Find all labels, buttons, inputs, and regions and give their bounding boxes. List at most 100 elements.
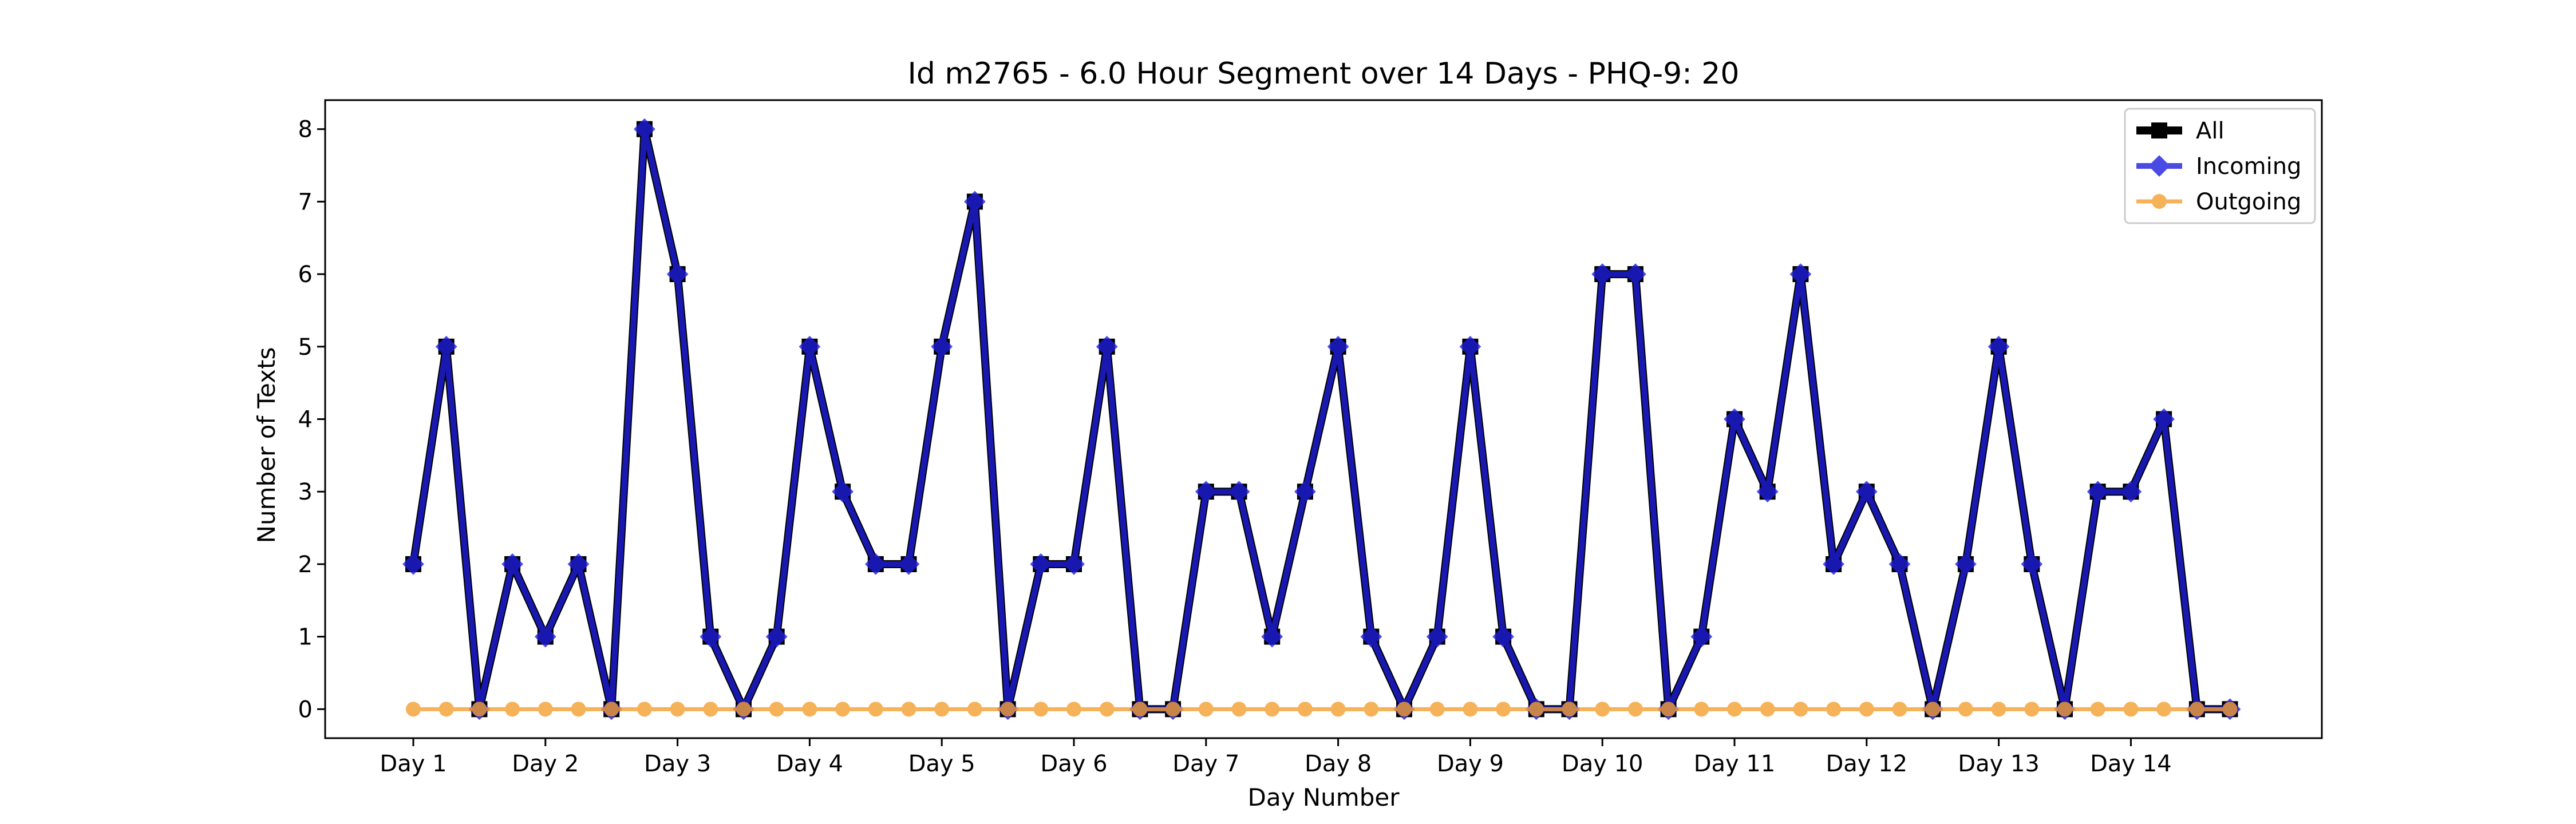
data-point-incoming [1195, 481, 1217, 503]
data-point-outgoing [2057, 702, 2072, 717]
data-point-incoming [1030, 553, 1052, 575]
data-point-incoming [799, 335, 821, 358]
data-point-outgoing [505, 702, 520, 717]
x-tick-label: Day 6 [1040, 751, 1107, 777]
data-point-outgoing [1033, 702, 1049, 717]
x-axis-label: Day Number [1247, 783, 1400, 811]
legend-marker-incoming [2148, 155, 2170, 177]
data-point-outgoing [438, 702, 454, 717]
data-point-outgoing [538, 702, 553, 717]
x-tick-label: Day 3 [644, 751, 711, 777]
axes: 0 1 2 3 4 5 6 7 8 Day 1 Day 2 Day 3 Day 4 Day 5 Day 6 D… [298, 117, 2172, 777]
legend-box [2124, 108, 2316, 224]
y-tick-label: 1 [298, 624, 313, 651]
data-point-outgoing [1694, 702, 1709, 717]
data-point-outgoing [2189, 702, 2204, 717]
data-point-outgoing [1661, 702, 1676, 717]
data-point-incoming [1756, 481, 1779, 503]
data-point-incoming [1591, 263, 1614, 285]
data-point-outgoing [1859, 702, 1874, 717]
data-point-outgoing [1165, 702, 1181, 717]
legend-marker-outgoing [2152, 194, 2167, 209]
x-tick-label: Day 2 [512, 751, 579, 777]
data-point-outgoing [1793, 702, 1808, 717]
data-point-outgoing [1364, 702, 1379, 717]
data-point-incoming [931, 335, 953, 358]
y-tick-label: 4 [298, 407, 313, 433]
data-point-incoming [1988, 335, 2010, 358]
y-tick-label: 2 [298, 552, 313, 578]
data-point-outgoing [934, 702, 950, 717]
y-tick-label: 6 [298, 262, 313, 288]
legend-marker-all [2151, 122, 2167, 138]
data-point-incoming [1327, 335, 1349, 358]
y-axis-label: Number of Texts [252, 347, 280, 544]
y-tick-label: 3 [298, 479, 313, 505]
data-point-incoming [1426, 625, 1448, 648]
data-point-outgoing [2123, 702, 2139, 717]
data-point-outgoing [472, 702, 487, 717]
data-point-incoming [898, 553, 920, 575]
legend-label: Incoming [2196, 153, 2301, 180]
x-tick-label: Day 7 [1172, 751, 1239, 777]
data-point-outgoing [2090, 702, 2105, 717]
y-tick-label: 5 [298, 334, 313, 360]
data-point-incoming [1228, 481, 1250, 503]
data-point-incoming [2087, 481, 2109, 503]
legend: All Incoming Outgoing [2124, 108, 2316, 224]
data-point-outgoing [868, 702, 883, 717]
data-point-outgoing [1198, 702, 1214, 717]
x-tick-label: Day 5 [908, 751, 975, 777]
x-tick-label: Day 4 [776, 751, 843, 777]
data-point-outgoing [1627, 702, 1643, 717]
data-point-incoming [864, 553, 887, 575]
data-point-incoming [534, 625, 556, 648]
data-point-incoming [2153, 408, 2175, 430]
y-tick-label: 8 [298, 117, 313, 143]
data-point-incoming [402, 553, 424, 575]
data-point-incoming [1360, 625, 1382, 648]
data-point-outgoing [1595, 702, 1610, 717]
legend-entry [2136, 122, 2182, 138]
data-point-incoming [1855, 481, 1878, 503]
data-point-incoming [832, 481, 854, 503]
data-point-outgoing [967, 702, 982, 717]
data-point-outgoing [1991, 702, 2006, 717]
data-point-incoming [567, 553, 590, 575]
data-point-outgoing [1826, 702, 1842, 717]
data-point-outgoing [835, 702, 851, 717]
data-point-outgoing [736, 702, 751, 717]
data-point-outgoing [1925, 702, 1941, 717]
data-point-outgoing [1330, 702, 1346, 717]
data-point-outgoing [2222, 702, 2238, 717]
data-point-outgoing [1231, 702, 1247, 717]
data-point-outgoing [703, 702, 718, 717]
data-point-outgoing [1958, 702, 1973, 717]
x-tick-label: Day 1 [380, 751, 447, 777]
data-point-outgoing [1727, 702, 1742, 717]
data-point-incoming [765, 625, 788, 648]
data-point-outgoing [670, 702, 685, 717]
data-point-incoming [1625, 263, 1646, 285]
data-point-incoming [1888, 553, 1911, 575]
series-incoming [402, 118, 2241, 720]
data-point-incoming [700, 625, 722, 648]
y-tick-label: 0 [298, 696, 313, 723]
data-point-incoming [1261, 625, 1283, 648]
legend-entry [2136, 155, 2182, 177]
data-point-outgoing [1099, 702, 1115, 717]
data-point-outgoing [571, 702, 586, 717]
data-point-outgoing [2024, 702, 2040, 717]
data-point-incoming [1789, 263, 1812, 285]
data-point-incoming [1690, 625, 1713, 648]
data-point-incoming [1823, 553, 1844, 575]
x-tick-label: Day 9 [1437, 751, 1504, 777]
data-point-incoming [2021, 553, 2043, 575]
data-point-outgoing [769, 702, 784, 717]
data-point-outgoing [604, 702, 619, 717]
data-point-incoming [2120, 481, 2142, 503]
legend-label: All [2196, 118, 2225, 144]
data-point-outgoing [1892, 702, 1907, 717]
data-point-outgoing [1397, 702, 1412, 717]
